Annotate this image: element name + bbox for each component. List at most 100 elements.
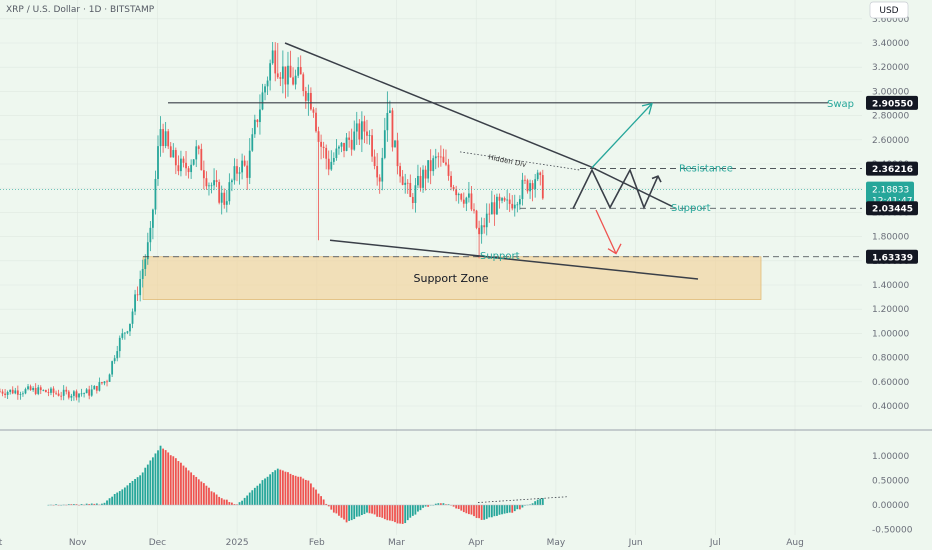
osc-bar xyxy=(241,500,243,505)
candle-body xyxy=(462,199,465,204)
candle-body xyxy=(447,164,450,176)
time-axis[interactable]: ct Nov Dec 2025 Feb Mar Apr May Jun Jul Aug xyxy=(0,538,804,548)
candle-body xyxy=(90,389,93,396)
osc-bar xyxy=(215,494,218,505)
osc-bar xyxy=(330,505,333,510)
candle-body xyxy=(75,391,78,398)
osc-bar xyxy=(360,505,363,516)
osc-bar xyxy=(136,477,139,505)
candle-body xyxy=(251,134,254,151)
candle-body xyxy=(116,351,119,359)
osc-bar xyxy=(159,445,162,505)
currency-button[interactable]: USD xyxy=(869,1,909,19)
candle-body xyxy=(19,394,22,395)
osc-bar xyxy=(213,492,215,505)
candle-body xyxy=(297,67,300,76)
candle-body xyxy=(327,158,330,170)
candle-body xyxy=(205,178,208,187)
resistance-label: Resistance xyxy=(679,164,733,175)
osc-bar xyxy=(468,505,470,515)
candle-body xyxy=(208,185,210,187)
candle-body xyxy=(123,332,126,334)
candle-body xyxy=(210,185,213,187)
time-tick-label: Feb xyxy=(309,538,325,548)
candle-body xyxy=(197,146,200,149)
candle-body xyxy=(493,202,496,215)
osc-bar xyxy=(90,503,93,505)
osc-bar xyxy=(67,504,70,505)
candle-body xyxy=(146,242,149,260)
price-tick-label: 0.40000 xyxy=(872,402,909,412)
candle-body xyxy=(236,166,238,174)
candle-body xyxy=(182,158,185,163)
candle-body xyxy=(65,389,68,392)
osc-bar xyxy=(225,499,228,505)
osc-bar xyxy=(164,450,167,505)
candle-body xyxy=(0,391,1,393)
oscillator-axis[interactable]: 1.00000 0.50000 0.00000 -0.50000 xyxy=(872,452,913,536)
osc-bar xyxy=(496,505,498,516)
osc-bar xyxy=(210,491,213,505)
candle-body xyxy=(424,169,427,179)
candle-body xyxy=(287,65,289,85)
candle-body xyxy=(157,146,159,179)
osc-bar xyxy=(439,503,442,505)
candle-body xyxy=(106,381,108,383)
candle-body xyxy=(241,160,243,173)
zone_top-price-value: 1.63339 xyxy=(872,253,913,263)
candle-body xyxy=(261,92,264,110)
osc-bar xyxy=(88,504,91,505)
osc-bar xyxy=(238,502,241,505)
candle-body xyxy=(279,77,282,79)
candle-body xyxy=(39,387,42,391)
candle-body xyxy=(378,177,381,182)
candle-body xyxy=(29,386,32,391)
support-label: Support xyxy=(671,203,711,214)
osc-bar xyxy=(80,504,83,505)
candle-body xyxy=(417,175,419,186)
candle-body xyxy=(478,227,480,235)
currency-button-bg[interactable] xyxy=(869,1,909,19)
candle-body xyxy=(396,140,399,167)
osc-bar xyxy=(434,503,437,505)
oscillator-histogram xyxy=(47,445,544,524)
osc-bar xyxy=(399,505,401,524)
price-tick-label: 0.80000 xyxy=(872,354,909,364)
candle-body xyxy=(172,150,175,158)
osc-bar xyxy=(294,475,297,505)
osc-bar xyxy=(391,505,394,522)
candle-body xyxy=(391,110,394,148)
candle-body xyxy=(299,67,302,75)
support-zone-label: Support Zone xyxy=(414,272,489,285)
candle-body xyxy=(432,158,435,172)
osc-bar xyxy=(271,472,274,505)
osc-bar xyxy=(485,505,488,519)
osc-tick-label: -0.50000 xyxy=(872,526,913,536)
osc-bar xyxy=(503,505,506,514)
candle-body xyxy=(149,227,152,243)
candle-body xyxy=(80,393,83,395)
price-tick-label: 3.20000 xyxy=(872,63,909,73)
candle-body xyxy=(95,385,98,391)
osc-bar xyxy=(338,505,340,516)
drawings xyxy=(0,42,862,503)
candle-body xyxy=(381,157,384,182)
candle-body xyxy=(215,180,218,183)
candle-body xyxy=(47,392,50,393)
osc-bar xyxy=(348,505,351,521)
osc-bar xyxy=(524,505,526,506)
candle-body xyxy=(401,176,404,185)
candle-body xyxy=(368,135,371,137)
candle-body xyxy=(78,393,80,398)
osc-bar xyxy=(177,461,180,505)
descending-trendline xyxy=(284,42,591,168)
candle-body xyxy=(450,175,452,188)
candle-body xyxy=(320,141,322,147)
osc-bar xyxy=(251,490,254,505)
osc-bar xyxy=(511,505,514,513)
candle-body xyxy=(164,131,167,147)
currency-button-label[interactable]: USD xyxy=(879,6,898,16)
candle-body xyxy=(366,131,368,136)
candle-body xyxy=(312,109,315,113)
osc-bar xyxy=(146,464,149,505)
